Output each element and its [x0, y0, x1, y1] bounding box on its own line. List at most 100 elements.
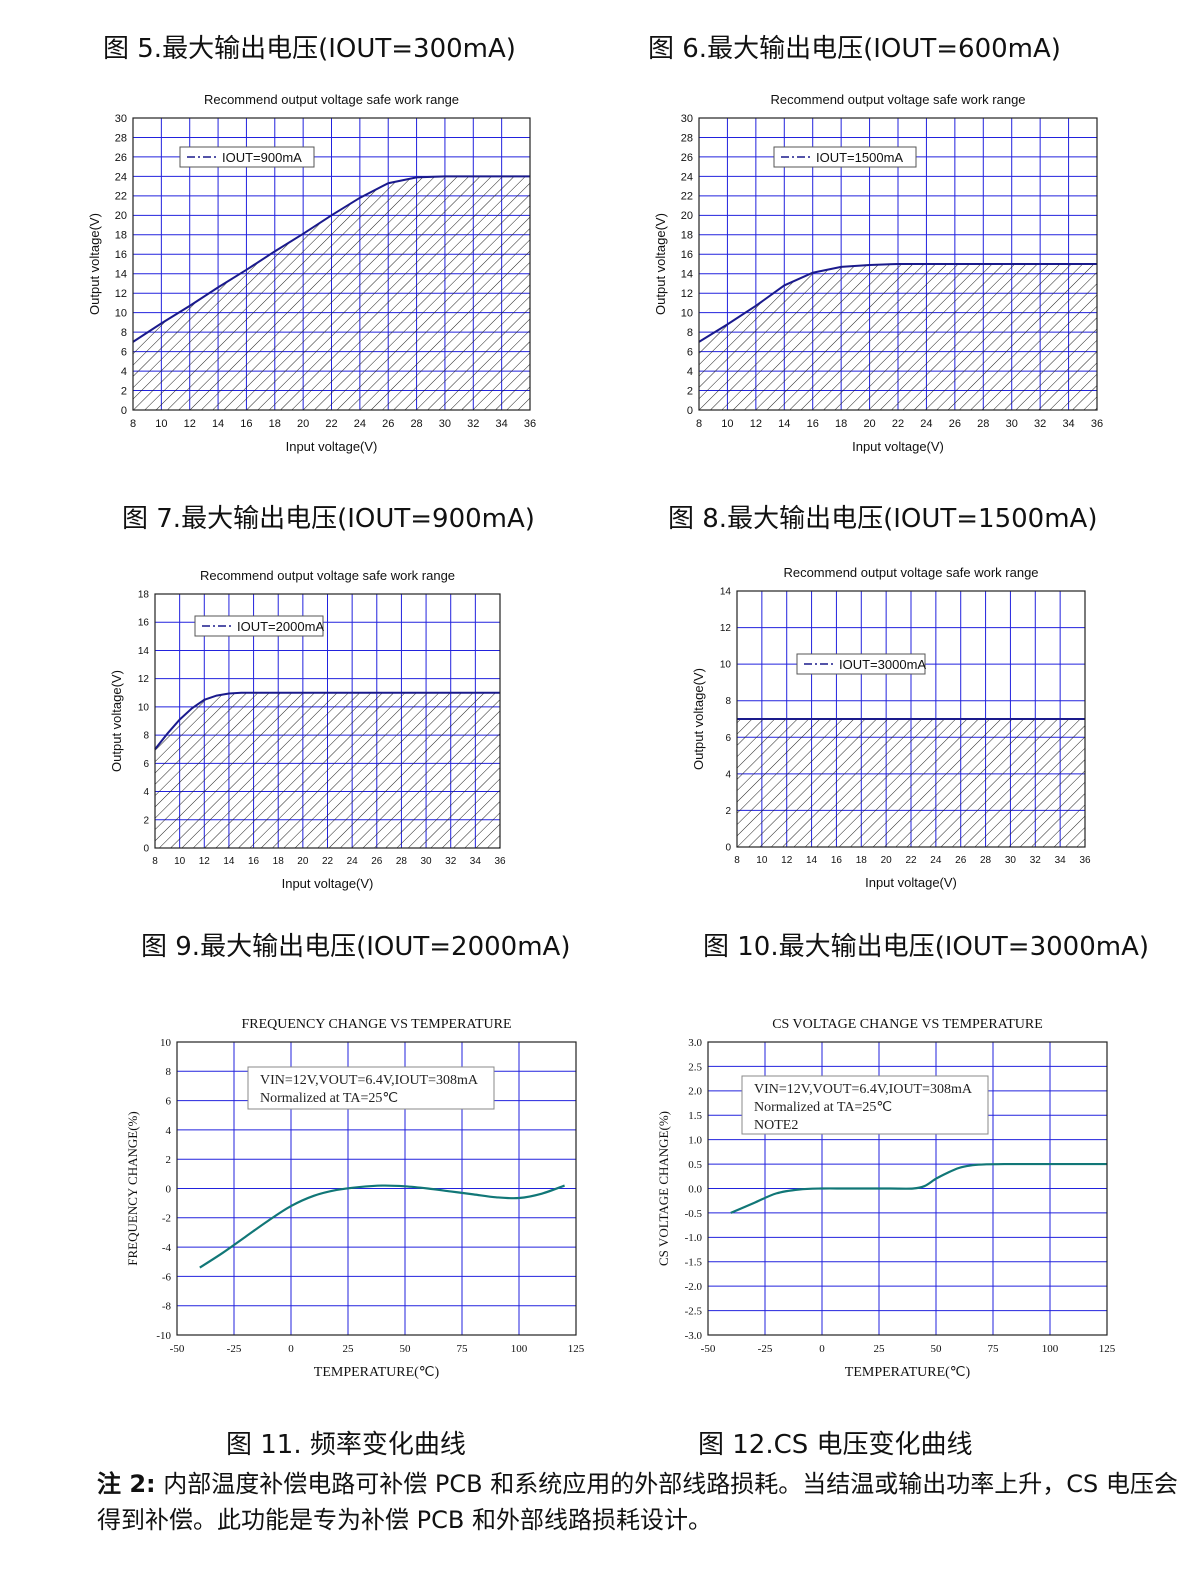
- y-axis-label: FREQUENCY CHANGE(%): [125, 1111, 140, 1265]
- y-tick-label: -4: [162, 1242, 172, 1254]
- y-tick-label: 0: [687, 405, 693, 417]
- x-tick-label: 10: [155, 418, 167, 430]
- annotation-text: NOTE2: [754, 1118, 798, 1133]
- y-tick-label: -0.5: [685, 1208, 703, 1220]
- x-tick-label: 28: [410, 418, 422, 430]
- y-tick-label: 0: [725, 843, 731, 854]
- x-tick-label: 10: [174, 856, 186, 867]
- y-tick-label: 10: [160, 1037, 172, 1049]
- annotation-text: VIN=12V,VOUT=6.4V,IOUT=308mA: [260, 1073, 479, 1088]
- x-tick-label: 18: [835, 418, 847, 430]
- x-tick-label: 125: [568, 1343, 585, 1355]
- x-tick-label: 32: [445, 856, 457, 867]
- y-tick-label: 2.5: [688, 1061, 702, 1073]
- y-tick-label: 12: [115, 288, 127, 300]
- y-tick-label: 12: [720, 623, 732, 634]
- x-tick-label: 22: [905, 855, 917, 866]
- y-tick-label: 18: [138, 590, 150, 601]
- legend-box: [773, 146, 917, 168]
- plot-frame: [176, 1041, 577, 1336]
- y-tick-label: 20: [115, 210, 127, 222]
- series-line: [730, 1162, 1107, 1214]
- caption-fig9: 图 9.最大输出电压(IOUT=2000mA): [141, 932, 571, 962]
- caption-fig12: 图 12.CS 电压变化曲线: [698, 1430, 973, 1460]
- x-tick-label: -50: [701, 1343, 716, 1355]
- y-tick-label: 24: [115, 171, 127, 183]
- y-tick-label: 2: [166, 1154, 172, 1166]
- y-tick-label: 14: [115, 269, 127, 281]
- y-tick-label: 24: [681, 171, 693, 183]
- y-tick-label: 2: [143, 815, 149, 826]
- x-tick-label: 28: [396, 856, 408, 867]
- series-line: [199, 1184, 565, 1269]
- y-tick-label: 20: [681, 210, 693, 222]
- y-tick-label: 16: [115, 249, 127, 261]
- footnote-text: 内部温度补偿电路可补偿 PCB 和系统应用的外部线路损耗。当结温或输出功率上升，…: [97, 1470, 1178, 1534]
- chart-title: Recommend output voltage safe work range: [200, 568, 455, 583]
- y-tick-label: 2: [121, 385, 127, 397]
- x-tick-label: 16: [248, 856, 260, 867]
- x-axis-label: TEMPERATURE(℃): [314, 1365, 440, 1380]
- x-tick-label: 34: [470, 856, 482, 867]
- x-tick-label: 25: [874, 1343, 886, 1355]
- x-axis-label: Input voltage(V): [286, 439, 378, 454]
- footnote-label: 注 2:: [97, 1470, 156, 1498]
- x-tick-label: 36: [524, 418, 536, 430]
- y-tick-label: 14: [720, 587, 732, 598]
- x-tick-label: -50: [170, 1343, 185, 1355]
- x-tick-label: 100: [511, 1343, 528, 1355]
- x-tick-label: 14: [212, 418, 224, 430]
- y-tick-label: 0.5: [688, 1159, 702, 1171]
- y-tick-label: 8: [166, 1066, 172, 1078]
- x-tick-label: 50: [400, 1343, 412, 1355]
- series-line: [154, 691, 500, 750]
- y-tick-label: 18: [681, 230, 693, 242]
- y-tick-label: -3.0: [685, 1330, 703, 1342]
- y-tick-label: 16: [681, 249, 693, 261]
- x-tick-label: 14: [223, 856, 235, 867]
- x-axis-label: Input voltage(V): [282, 876, 374, 891]
- legend-label: IOUT=900mA: [222, 150, 302, 165]
- y-tick-label: 4: [121, 366, 127, 378]
- x-tick-label: 26: [949, 418, 961, 430]
- x-tick-label: 12: [184, 418, 196, 430]
- y-tick-label: 4: [725, 769, 731, 780]
- x-tick-label: 0: [819, 1343, 825, 1355]
- x-tick-label: 26: [955, 855, 967, 866]
- y-tick-label: 26: [115, 152, 127, 164]
- x-tick-label: 50: [931, 1343, 943, 1355]
- y-tick-label: 18: [115, 230, 127, 242]
- y-axis-label: Output voltage(V): [109, 670, 124, 772]
- chart-title: Recommend output voltage safe work range: [783, 565, 1038, 580]
- legend-label: IOUT=1500mA: [816, 150, 903, 165]
- x-tick-label: 30: [1006, 418, 1018, 430]
- x-tick-label: 16: [240, 418, 252, 430]
- x-tick-label: 14: [778, 418, 790, 430]
- y-tick-label: 1.0: [688, 1135, 702, 1147]
- y-tick-label: 2: [725, 806, 731, 817]
- x-tick-label: 16: [807, 418, 819, 430]
- x-tick-label: 8: [152, 856, 158, 867]
- y-tick-label: 4: [143, 787, 149, 798]
- legend-box: [179, 146, 315, 168]
- x-tick-label: 12: [199, 856, 211, 867]
- x-tick-label: 36: [1079, 855, 1091, 866]
- x-tick-label: 34: [1055, 855, 1067, 866]
- plot-frame: [132, 117, 531, 411]
- plot-frame: [154, 593, 501, 849]
- x-axis-label: Input voltage(V): [865, 875, 957, 890]
- y-tick-label: 30: [681, 113, 693, 125]
- x-tick-label: 32: [1030, 855, 1042, 866]
- chart-title: Recommend output voltage safe work range: [204, 92, 459, 107]
- x-tick-label: 30: [421, 856, 433, 867]
- chart-title: CS VOLTAGE CHANGE VS TEMPERATURE: [772, 1017, 1043, 1032]
- x-tick-label: 100: [1042, 1343, 1059, 1355]
- y-tick-label: 6: [687, 346, 693, 358]
- x-tick-label: 28: [980, 855, 992, 866]
- y-tick-label: 6: [166, 1095, 172, 1107]
- footnote: 注 2: 内部温度补偿电路可补偿 PCB 和系统应用的外部线路损耗。当结温或输出…: [97, 1466, 1187, 1538]
- y-tick-label: 8: [121, 327, 127, 339]
- y-tick-label: 0: [166, 1183, 172, 1195]
- x-tick-label: 8: [696, 418, 702, 430]
